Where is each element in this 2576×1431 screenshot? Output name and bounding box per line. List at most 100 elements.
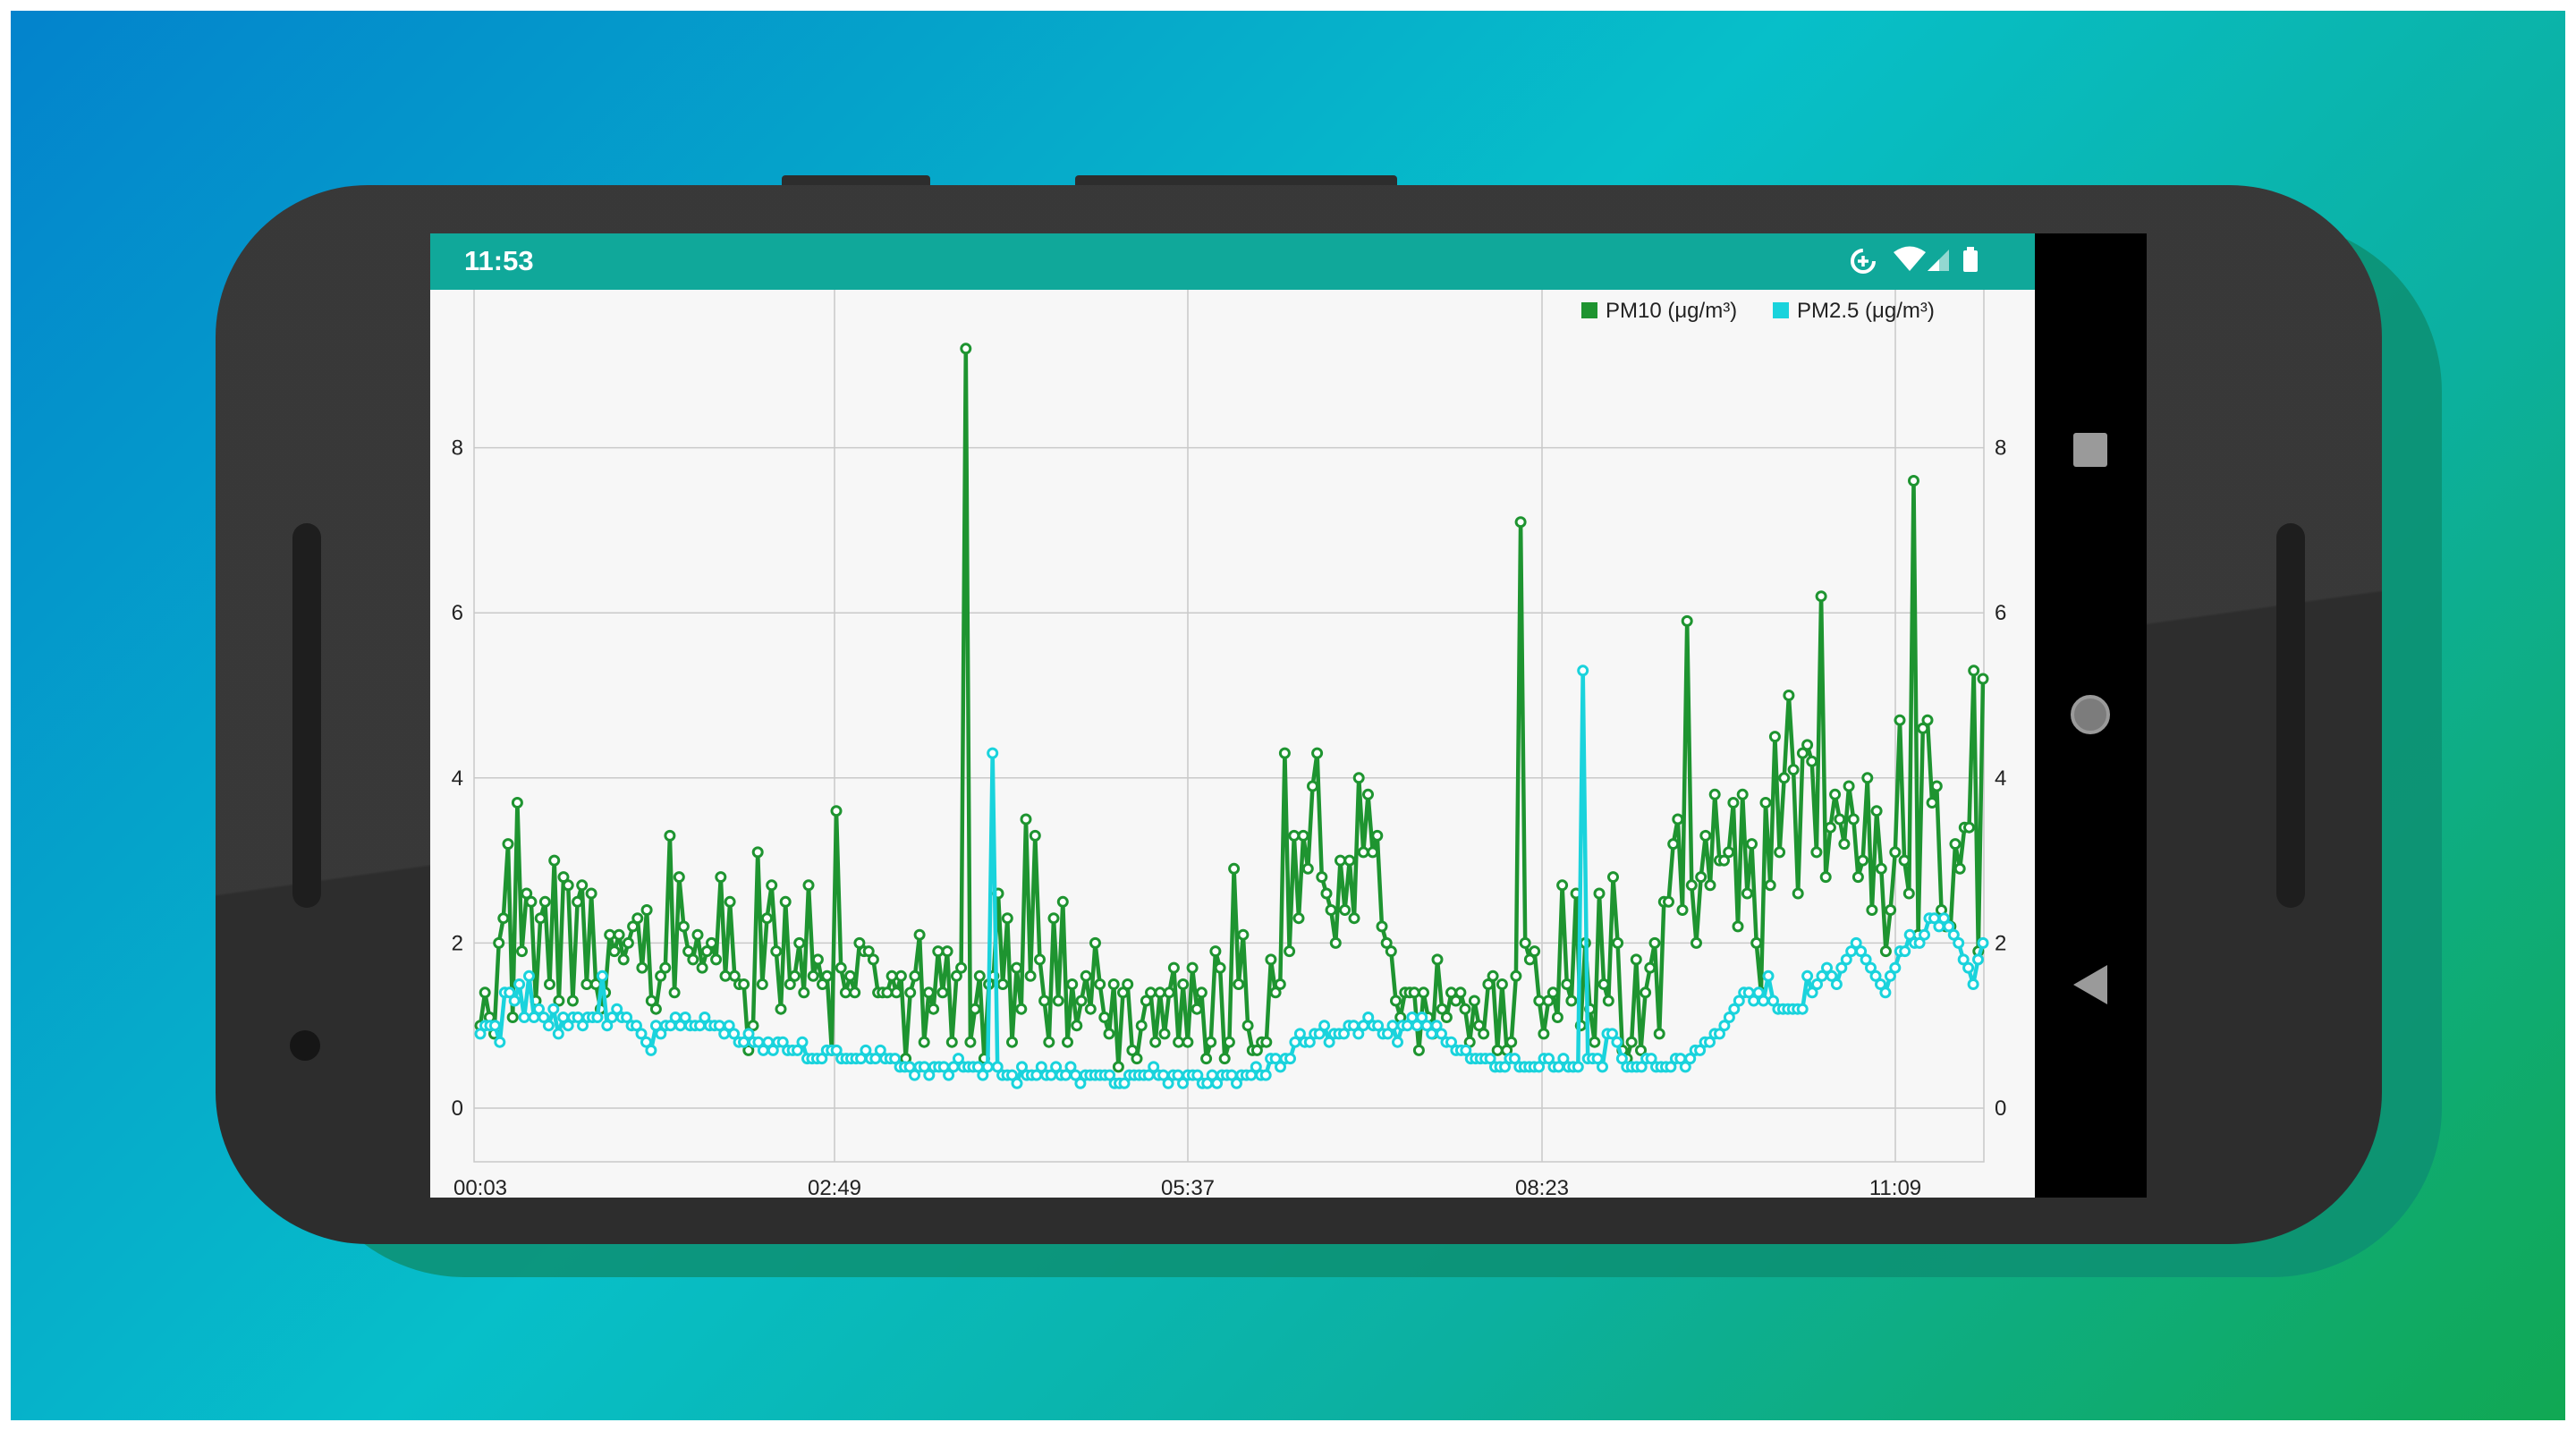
pm10-point [1233,978,1245,990]
pm25-point [1606,1028,1618,1040]
pm10-point [973,970,986,982]
pm25-point [1884,970,1896,982]
pm25-point [977,1069,989,1081]
pm10-point [844,970,856,982]
pm10-point [1274,978,1286,990]
pm10-point [996,978,1009,990]
pm25-point [796,1036,809,1048]
pm10-point [1510,970,1522,982]
pm25-point [1460,1044,1472,1056]
pm10-point [835,961,847,974]
pm10-point [511,797,523,809]
pm10-point [1163,986,1175,999]
pm25-point [1386,1020,1399,1032]
pm25-point [1011,1077,1023,1089]
pm10-point [1325,904,1337,916]
pm10-point [1412,1044,1425,1056]
pm10-point [576,879,589,892]
pm25-point [728,1028,741,1040]
pm25-point [1860,953,1872,966]
pm10-point [1718,854,1730,867]
y-tick-right: 4 [1995,766,2006,791]
pm10-point [1787,764,1800,776]
pm10-point [1663,895,1674,908]
pm10-point [580,978,593,990]
pm10-point [1122,978,1134,990]
pm10-point [1529,945,1541,958]
pm10-point [1949,838,1962,851]
pm25-point [513,978,526,990]
pm10-point [1551,1012,1563,1023]
pm10-point [700,945,713,958]
recents-square-icon[interactable] [2073,433,2107,467]
pm10-point [655,970,667,982]
pm10-point [1815,590,1827,603]
pm10-point [548,854,561,867]
pm25-point [631,1020,642,1032]
pm25-point [542,1020,555,1032]
pm25-point [923,1069,936,1081]
pm10-series [474,343,1989,1073]
pm10-point [1182,1036,1194,1048]
pm25-point [1937,912,1950,925]
pm10-point [1685,879,1698,892]
pm10-point [941,945,953,958]
pm10-point [1774,846,1786,859]
pm10-point [1977,673,1989,685]
pm25-point [1850,936,1862,949]
pm10-point [766,879,778,892]
pm10-point [516,945,528,958]
pm25-point [645,1044,657,1056]
pm10-point [1635,1044,1647,1056]
pm25-point [1758,995,1769,1007]
pm25-point [504,986,516,999]
pm10-point [1029,829,1041,842]
pm25-point [1508,1053,1521,1065]
pm10-point [839,986,852,999]
pm10-point [936,986,949,999]
back-triangle-icon[interactable] [2073,965,2107,1004]
pm10-point [1066,978,1079,990]
power-button [782,175,930,186]
data-saver-icon [1851,249,1876,274]
pm10-point [862,945,875,958]
status-time: 11:53 [464,245,534,276]
pm25-point [1231,1077,1242,1089]
pm10-point [1006,1036,1018,1048]
pm25-point [1821,961,1833,974]
pm10-point [1768,731,1781,743]
pm10-point [627,920,640,933]
pm10-point [1819,871,1832,884]
pm10-point [649,1003,662,1015]
pm10-point [521,887,533,900]
pm25-point [1591,1053,1604,1065]
pm10-point [1098,1012,1111,1023]
pm10-point [1140,995,1152,1007]
pm10-point [1205,1036,1217,1048]
pm10-point [1894,714,1906,726]
pm25-point [909,1069,920,1081]
pm10-point [506,1012,519,1023]
pm10-point [1297,829,1309,842]
pm25-point [547,1003,560,1015]
pm10-point [1542,995,1555,1007]
pm10-point [1284,945,1296,958]
pm10-point [1801,739,1814,751]
pm25-point [1177,1077,1189,1089]
pm10-point [1496,978,1508,990]
pm10-point [1209,945,1222,958]
pm10-point [1953,862,1966,875]
pm25-point [601,1020,614,1032]
pm25-point [538,1012,550,1023]
pm10-point [566,995,579,1007]
pm10-point [1047,912,1060,925]
pm10-point [1056,895,1069,908]
battery-icon [1963,247,1978,272]
pm10-point [1260,1036,1273,1048]
pm25-point [1869,970,1882,982]
pm25-point [1499,1061,1511,1073]
pm10-point [761,912,773,925]
pm10-point [775,1003,787,1015]
pm10-point [1612,936,1624,949]
home-circle-icon[interactable] [2071,695,2110,734]
